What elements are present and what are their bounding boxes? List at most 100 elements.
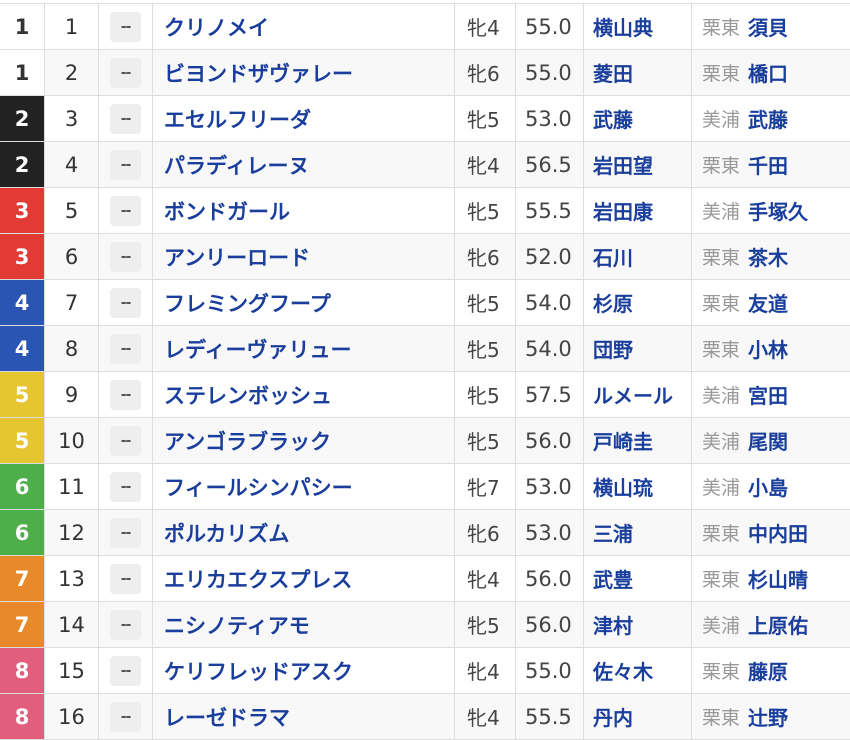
- table-row: 1 1 -- クリノメイ 牝4 55.0 横山典 栗東 須貝: [0, 4, 850, 50]
- horse-name-link[interactable]: アンリーロード: [153, 234, 455, 279]
- mark-button[interactable]: --: [110, 517, 141, 548]
- jockey-link[interactable]: 武豊: [584, 556, 692, 601]
- horse-name-link[interactable]: ニシノティアモ: [153, 602, 455, 647]
- horse-number: 4: [45, 142, 99, 187]
- trainer-link[interactable]: 宮田: [748, 384, 789, 408]
- trainer-link[interactable]: 杉山晴: [748, 568, 809, 592]
- trainer-link[interactable]: 橋口: [748, 62, 789, 86]
- mark-button[interactable]: --: [110, 379, 141, 410]
- mark-button[interactable]: --: [110, 609, 141, 640]
- horse-number: 12: [45, 510, 99, 555]
- sex-age: 牝7: [455, 464, 516, 509]
- weight: 55.5: [516, 694, 584, 739]
- weight: 52.0: [516, 234, 584, 279]
- horse-name-link[interactable]: エセルフリーダ: [153, 96, 455, 141]
- waku-number: 3: [0, 188, 45, 233]
- mark-button[interactable]: --: [110, 287, 141, 318]
- trainer-link[interactable]: 須貝: [748, 16, 789, 40]
- table-row: 4 7 -- フレミングフープ 牝5 54.0 杉原 栗東 友道: [0, 280, 850, 326]
- jockey-link[interactable]: 武藤: [584, 96, 692, 141]
- sex-age: 牝5: [455, 326, 516, 371]
- trainer-cell: 美浦 上原佑: [692, 602, 850, 647]
- horse-name-link[interactable]: ビヨンドザヴァレー: [153, 50, 455, 95]
- mark-button[interactable]: --: [110, 195, 141, 226]
- jockey-link[interactable]: 三浦: [584, 510, 692, 555]
- trainer-cell: 栗東 中内田: [692, 510, 850, 555]
- jockey-link[interactable]: 杉原: [584, 280, 692, 325]
- mark-cell: --: [99, 142, 153, 187]
- mark-button[interactable]: --: [110, 149, 141, 180]
- jockey-link[interactable]: 丹内: [584, 694, 692, 739]
- jockey-link[interactable]: ルメール: [584, 372, 692, 417]
- horse-name-link[interactable]: ボンドガール: [153, 188, 455, 233]
- jockey-link[interactable]: 石川: [584, 234, 692, 279]
- weight: 54.0: [516, 280, 584, 325]
- mark-button[interactable]: --: [110, 563, 141, 594]
- mark-button[interactable]: --: [110, 655, 141, 686]
- mark-button[interactable]: --: [110, 103, 141, 134]
- trainer-cell: 栗東 小林: [692, 326, 850, 371]
- horse-number: 11: [45, 464, 99, 509]
- mark-cell: --: [99, 556, 153, 601]
- jockey-link[interactable]: 団野: [584, 326, 692, 371]
- jockey-link[interactable]: 佐々木: [584, 648, 692, 693]
- horse-number: 8: [45, 326, 99, 371]
- waku-number: 5: [0, 418, 45, 463]
- horse-name-link[interactable]: レディーヴァリュー: [153, 326, 455, 371]
- horse-number: 9: [45, 372, 99, 417]
- trainer-link[interactable]: 小島: [748, 476, 789, 500]
- trainer-link[interactable]: 武藤: [748, 108, 789, 132]
- trainer-link[interactable]: 茶木: [748, 246, 789, 270]
- mark-button[interactable]: --: [110, 241, 141, 272]
- horse-name-link[interactable]: レーゼドラマ: [153, 694, 455, 739]
- trainer-link[interactable]: 尾関: [748, 430, 789, 454]
- mark-button[interactable]: --: [110, 333, 141, 364]
- trainer-link[interactable]: 藤原: [748, 660, 789, 684]
- trainer-link[interactable]: 辻野: [748, 706, 789, 730]
- mark-button[interactable]: --: [110, 701, 141, 732]
- weight: 53.0: [516, 96, 584, 141]
- jockey-link[interactable]: 津村: [584, 602, 692, 647]
- horse-number: 14: [45, 602, 99, 647]
- mark-button[interactable]: --: [110, 425, 141, 456]
- table-row: 1 2 -- ビヨンドザヴァレー 牝6 55.0 菱田 栗東 橋口: [0, 50, 850, 96]
- mark-cell: --: [99, 418, 153, 463]
- horse-name-link[interactable]: ポルカリズム: [153, 510, 455, 555]
- horse-name-link[interactable]: クリノメイ: [153, 4, 455, 49]
- waku-number: 7: [0, 556, 45, 601]
- mark-cell: --: [99, 50, 153, 95]
- jockey-link[interactable]: 横山琉: [584, 464, 692, 509]
- trainer-area: 栗東: [702, 17, 741, 39]
- mark-cell: --: [99, 602, 153, 647]
- trainer-link[interactable]: 友道: [748, 292, 789, 316]
- horse-number: 15: [45, 648, 99, 693]
- mark-button[interactable]: --: [110, 57, 141, 88]
- horse-name-link[interactable]: ケリフレッドアスク: [153, 648, 455, 693]
- trainer-link[interactable]: 手塚久: [748, 200, 809, 224]
- mark-button[interactable]: --: [110, 471, 141, 502]
- horse-name-link[interactable]: アンゴラブラック: [153, 418, 455, 463]
- horse-name-link[interactable]: フレミングフープ: [153, 280, 455, 325]
- trainer-link[interactable]: 千田: [748, 154, 789, 178]
- horse-name-link[interactable]: ステレンボッシュ: [153, 372, 455, 417]
- table-row: 3 6 -- アンリーロード 牝6 52.0 石川 栗東 茶木: [0, 234, 850, 280]
- waku-number: 8: [0, 648, 45, 693]
- trainer-area: 美浦: [702, 615, 741, 637]
- mark-button[interactable]: --: [110, 11, 141, 42]
- jockey-link[interactable]: 岩田望: [584, 142, 692, 187]
- trainer-link[interactable]: 小林: [748, 338, 789, 362]
- jockey-link[interactable]: 岩田康: [584, 188, 692, 233]
- jockey-link[interactable]: 菱田: [584, 50, 692, 95]
- horse-name-link[interactable]: フィールシンパシー: [153, 464, 455, 509]
- horse-name-link[interactable]: パラディレーヌ: [153, 142, 455, 187]
- horse-name-link[interactable]: エリカエクスプレス: [153, 556, 455, 601]
- trainer-area: 栗東: [702, 661, 741, 683]
- jockey-link[interactable]: 戸崎圭: [584, 418, 692, 463]
- table-row: 4 8 -- レディーヴァリュー 牝5 54.0 団野 栗東 小林: [0, 326, 850, 372]
- trainer-area: 栗東: [702, 63, 741, 85]
- entry-table: 1 1 -- クリノメイ 牝4 55.0 横山典 栗東 須貝 1 2 -- ビヨンドザヴァレー 牝6 55.…: [0, 3, 850, 740]
- trainer-area: 栗東: [702, 155, 741, 177]
- trainer-link[interactable]: 中内田: [748, 522, 809, 546]
- jockey-link[interactable]: 横山典: [584, 4, 692, 49]
- trainer-link[interactable]: 上原佑: [748, 614, 809, 638]
